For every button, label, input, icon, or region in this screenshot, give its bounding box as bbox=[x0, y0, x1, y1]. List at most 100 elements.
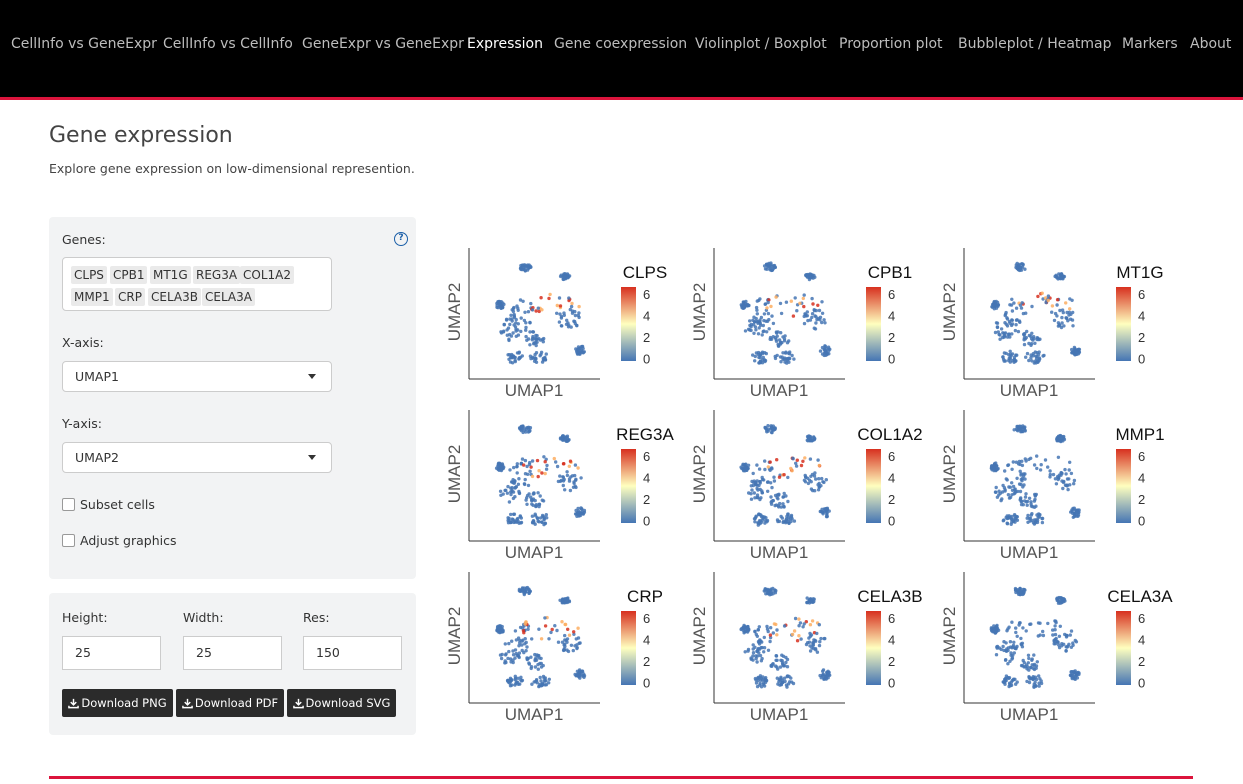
gene-chip[interactable]: CPB1 bbox=[110, 266, 148, 284]
umap-point bbox=[503, 659, 507, 663]
umap-point bbox=[754, 681, 759, 685]
gene-chip[interactable]: MT1G bbox=[150, 266, 191, 284]
adjust-graphics-checkbox[interactable] bbox=[62, 534, 75, 547]
umap-point bbox=[495, 303, 499, 308]
download-svg-button[interactable]: Download SVG bbox=[287, 689, 396, 717]
res-input[interactable]: 150 bbox=[303, 636, 402, 670]
umap-point bbox=[537, 627, 541, 631]
umap-point bbox=[1007, 514, 1011, 518]
umap-point bbox=[809, 487, 814, 491]
gene-chip[interactable]: MMP1 bbox=[71, 288, 113, 306]
umap-point bbox=[770, 430, 774, 435]
xaxis-label: X-axis: bbox=[62, 335, 104, 350]
umap-point bbox=[1010, 297, 1014, 301]
umap-point bbox=[765, 518, 770, 523]
umap-point bbox=[781, 502, 785, 506]
help-icon[interactable]: ? bbox=[394, 232, 408, 246]
umap-point bbox=[1056, 640, 1060, 644]
umap-point bbox=[761, 675, 765, 679]
umap-point bbox=[504, 317, 509, 321]
umap-point bbox=[775, 658, 779, 662]
gene-chip[interactable]: CELA3A bbox=[202, 288, 255, 306]
umap-point bbox=[544, 513, 548, 517]
xaxis-select[interactable]: UMAP1 bbox=[62, 361, 332, 392]
umap-point bbox=[1073, 353, 1077, 357]
umap-point bbox=[524, 328, 528, 332]
nav-tab-proportion-plot[interactable]: Proportion plot bbox=[839, 36, 943, 52]
umap-point bbox=[1001, 355, 1005, 359]
download-icon bbox=[292, 698, 304, 709]
umap-point bbox=[757, 647, 762, 651]
genes-selectize-input[interactable]: CLPS CPB1 MT1G REG3A COL1A2 MMP1 CRP CEL… bbox=[62, 257, 332, 311]
nav-tab-cellinfo-vs-geneexpr[interactable]: CellInfo vs GeneExpr bbox=[11, 36, 157, 52]
width-input[interactable]: 25 bbox=[183, 636, 282, 670]
umap-point bbox=[571, 648, 575, 653]
nav-tab-markers[interactable]: Markers bbox=[1122, 36, 1178, 52]
gene-chip[interactable]: CELA3B bbox=[148, 288, 201, 306]
gene-chip[interactable]: CRP bbox=[115, 288, 145, 306]
umap-point bbox=[535, 516, 540, 521]
umap-point bbox=[535, 337, 539, 341]
gene-chip[interactable]: COL1A2 bbox=[240, 266, 294, 284]
umap-point bbox=[755, 308, 759, 312]
umap-point bbox=[789, 513, 794, 518]
umap-point bbox=[1010, 488, 1015, 492]
nav-tab-expression[interactable]: Expression bbox=[467, 36, 543, 52]
colorbar-tick-label: 6 bbox=[888, 449, 895, 464]
umap-point bbox=[797, 634, 801, 638]
umap-point bbox=[1010, 481, 1014, 485]
umap-point bbox=[544, 683, 549, 687]
umap-point bbox=[808, 439, 812, 443]
umap-point bbox=[779, 505, 783, 509]
colorbar bbox=[621, 611, 636, 685]
umap-point bbox=[1068, 297, 1072, 301]
umap-point bbox=[526, 426, 530, 430]
yaxis-select[interactable]: UMAP2 bbox=[62, 442, 332, 473]
gene-chip[interactable]: CLPS bbox=[71, 266, 107, 284]
umap-point bbox=[539, 350, 544, 354]
nav-tab-about[interactable]: About bbox=[1190, 36, 1232, 52]
download-pdf-button[interactable]: Download PDF bbox=[176, 689, 284, 717]
umap-point bbox=[742, 625, 747, 629]
umap-point bbox=[1068, 633, 1072, 637]
umap-point bbox=[793, 616, 798, 621]
umap-point bbox=[1064, 301, 1068, 305]
subset-cells-checkbox[interactable] bbox=[62, 498, 75, 511]
nav-tab-gene-coexpression[interactable]: Gene coexpression bbox=[554, 36, 688, 52]
height-input[interactable]: 25 bbox=[62, 636, 161, 670]
umap-point bbox=[1019, 472, 1023, 476]
umap-point bbox=[1022, 342, 1027, 347]
umap-point bbox=[529, 465, 533, 469]
nav-tab-geneexpr-vs-geneexpr[interactable]: GeneExpr vs GeneExpr bbox=[302, 36, 464, 52]
umap-point bbox=[1052, 318, 1057, 323]
umap-point bbox=[760, 491, 764, 495]
umap-point bbox=[1030, 657, 1034, 661]
umap-point bbox=[540, 471, 544, 475]
colorbar-tick-label: 2 bbox=[643, 654, 650, 669]
download-png-button[interactable]: Download PNG bbox=[62, 689, 173, 717]
umap-point bbox=[810, 315, 814, 320]
umap-point bbox=[519, 675, 523, 679]
umap-point bbox=[782, 357, 786, 361]
nav-tab-violinplot-boxplot[interactable]: Violinplot / Boxplot bbox=[695, 36, 827, 52]
umap-point bbox=[1032, 522, 1037, 526]
umap-point bbox=[509, 313, 513, 317]
nav-tab-cellinfo-vs-cellinfo[interactable]: CellInfo vs CellInfo bbox=[163, 36, 293, 52]
umap-point bbox=[781, 351, 785, 355]
subset-cells-label: Subset cells bbox=[80, 497, 155, 512]
gene-chip[interactable]: REG3A bbox=[193, 266, 241, 284]
umap-point bbox=[570, 474, 575, 478]
umap-point bbox=[567, 633, 572, 637]
umap-point bbox=[513, 648, 518, 652]
umap-point bbox=[526, 627, 530, 631]
umap-point bbox=[1033, 341, 1037, 345]
umap-point bbox=[999, 498, 1003, 503]
umap-point bbox=[496, 627, 501, 632]
umap-point bbox=[1070, 508, 1074, 512]
umap-point bbox=[1062, 642, 1066, 646]
umap-point bbox=[530, 682, 534, 686]
umap-point bbox=[1025, 351, 1030, 356]
umap-point bbox=[1057, 645, 1062, 650]
umap-point bbox=[581, 512, 586, 516]
nav-tab-bubbleplot-heatmap[interactable]: Bubbleplot / Heatmap bbox=[958, 36, 1112, 52]
